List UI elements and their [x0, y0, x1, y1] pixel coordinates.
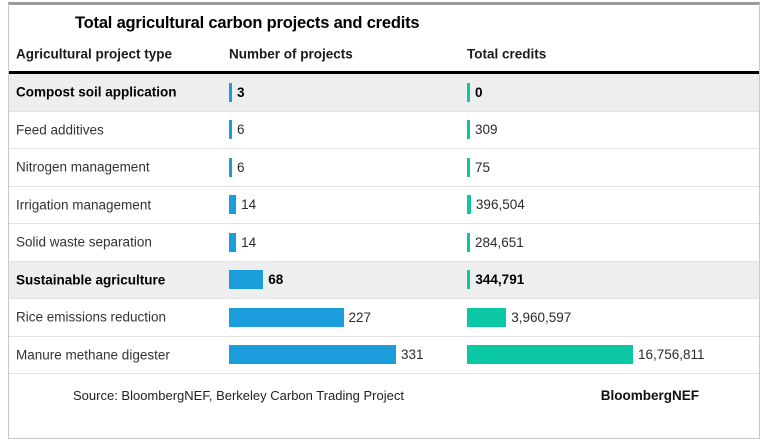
credits-cell: 0: [467, 74, 483, 111]
projects-bar: [229, 195, 237, 215]
row-label: Sustainable agriculture: [16, 272, 166, 288]
projects-value: 14: [241, 197, 257, 213]
table-row: Irrigation management 14 396,504: [9, 187, 759, 224]
table-row: Feed additives 6 309: [9, 112, 759, 149]
table-row: Manure methane digester 331 16,756,811: [9, 337, 759, 374]
credits-cell: 344,791: [467, 262, 524, 299]
row-label: Rice emissions reduction: [16, 309, 167, 325]
projects-value: 14: [241, 234, 257, 250]
column-header-projects: Number of projects: [229, 46, 353, 62]
credits-value: 75: [475, 159, 491, 175]
column-header-credits: Total credits: [467, 46, 547, 62]
credits-bar: [467, 82, 470, 102]
credits-cell: 16,756,811: [467, 337, 705, 374]
credits-value: 396,504: [475, 197, 525, 213]
projects-cell: 6: [229, 149, 245, 186]
column-header-type: Agricultural project type: [16, 46, 173, 62]
projects-bar: [229, 120, 233, 140]
table-row: Solid waste separation 14 284,651: [9, 224, 759, 262]
credits-cell: 396,504: [467, 187, 525, 224]
credits-bar: [467, 270, 471, 290]
projects-cell: 6: [229, 112, 245, 149]
projects-cell: 3: [229, 74, 245, 111]
projects-bar: [229, 270, 264, 290]
projects-value: 3: [237, 84, 245, 100]
projects-bar: [229, 232, 237, 252]
projects-bar: [229, 82, 232, 102]
credits-cell: 309: [467, 112, 498, 149]
projects-cell: 14: [229, 187, 256, 224]
projects-cell: 14: [229, 224, 256, 261]
row-label: Solid waste separation: [16, 234, 152, 250]
credits-cell: 284,651: [467, 224, 524, 261]
brand-logo: BloombergNEF: [600, 388, 699, 403]
table-row: Sustainable agriculture 68 344,791: [9, 261, 759, 299]
credits-bar: [467, 120, 470, 140]
credits-cell: 75: [467, 149, 490, 186]
column-header-row: Agricultural project type Number of proj…: [9, 37, 759, 74]
table-row: Compost soil application 3 0: [9, 74, 759, 112]
rows: Compost soil application 3 0 Feed additi…: [9, 74, 759, 374]
credits-value: 309: [475, 122, 498, 138]
credits-value: 3,960,597: [511, 309, 572, 325]
row-label: Nitrogen management: [16, 159, 150, 175]
projects-bar: [229, 345, 396, 365]
credits-value: 344,791: [475, 272, 525, 288]
chart-card: Total agricultural carbon projects and c…: [8, 2, 760, 439]
projects-value: 6: [237, 122, 245, 138]
table-row: Nitrogen management 6 75: [9, 149, 759, 187]
chart-title: Total agricultural carbon projects and c…: [75, 14, 420, 32]
projects-cell: 68: [229, 262, 283, 299]
credits-value: 0: [475, 84, 483, 100]
source-note: Source: BloombergNEF, Berkeley Carbon Tr…: [73, 388, 404, 403]
projects-value: 6: [237, 159, 245, 175]
chart-footer: Source: BloombergNEF, Berkeley Carbon Tr…: [9, 374, 759, 430]
row-label: Irrigation management: [16, 197, 152, 213]
credits-bar: [467, 345, 633, 365]
row-label: Feed additives: [16, 122, 104, 138]
row-label: Compost soil application: [16, 84, 177, 100]
credits-bar: [467, 195, 471, 215]
credits-value: 16,756,811: [638, 347, 705, 363]
credits-value: 284,651: [475, 234, 524, 250]
projects-bar: [229, 157, 233, 177]
projects-value: 331: [401, 347, 424, 363]
credits-cell: 3,960,597: [467, 299, 571, 336]
credits-bar: [467, 157, 470, 177]
projects-cell: 227: [229, 299, 371, 336]
projects-value: 227: [348, 309, 372, 325]
table-row: Rice emissions reduction 227 3,960,597: [9, 299, 759, 337]
projects-value: 68: [268, 272, 284, 288]
credits-bar: [467, 232, 470, 252]
projects-bar: [229, 307, 344, 327]
projects-cell: 331: [229, 337, 424, 374]
credits-bar: [467, 307, 507, 327]
row-label: Manure methane digester: [16, 347, 170, 363]
